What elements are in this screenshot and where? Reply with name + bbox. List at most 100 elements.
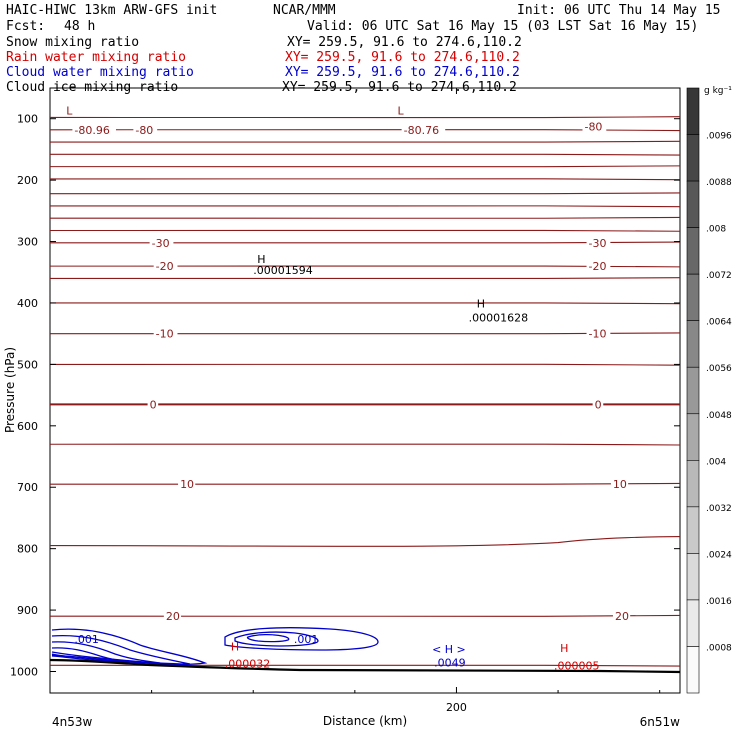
init-time: Init: 06 UTC Thu 14 May 15 (517, 3, 721, 18)
extremum-marker: H (257, 253, 265, 266)
colorbar-label: .0048 (706, 411, 732, 421)
colorbar-swatch (686, 599, 700, 647)
contour-label: .0049 (434, 656, 466, 669)
distance-ticks: 20 0 (49, 88, 661, 714)
cloud-water-contours (51, 627, 379, 666)
isotherm-line (49, 192, 681, 195)
isotherm-line (49, 229, 681, 232)
legend-cloud-water-xy: XY= 259.5, 91.6 to 274.6,110.2 (285, 65, 520, 80)
y-tick-label: 500 (17, 358, 38, 371)
contour-label: .00001594 (253, 264, 313, 277)
isotherm-line (49, 443, 681, 446)
isotherm-line (49, 116, 681, 119)
cloud-water-contour (224, 627, 379, 651)
isotherm-line (49, 536, 681, 547)
colorbar-label: .004 (706, 457, 726, 467)
forecast-label: Fcst: (6, 19, 46, 34)
contour-label: -10 (156, 328, 174, 341)
colorbar-swatch (686, 273, 700, 321)
y-tick-label: 800 (17, 543, 38, 556)
right-endpoint: 6n51w (640, 715, 681, 729)
isotherm-line (49, 403, 681, 406)
colorbar-swatch (686, 87, 700, 135)
colorbar-swatch (686, 646, 700, 694)
colorbar-label: .0072 (706, 271, 732, 281)
colorbar-swatch (686, 227, 700, 275)
y-tick-label: 400 (17, 297, 38, 310)
cloud-water-contour (51, 634, 191, 665)
isotherm-line (49, 205, 681, 208)
label-background (586, 260, 611, 273)
colorbar-label: .0016 (706, 597, 732, 607)
colorbar-swatch (686, 413, 700, 461)
legend-cloud-water-name: Cloud water mixing ratio (6, 65, 194, 80)
contour-label: 10 (180, 478, 194, 491)
extremum-marker: L (398, 105, 405, 118)
isotherm-line (49, 165, 681, 168)
colorbar-label: .0064 (706, 318, 732, 328)
isotherm-line (49, 216, 681, 219)
label-background (401, 123, 446, 136)
terrain-line (49, 658, 681, 674)
contour-label: 0 (595, 398, 602, 411)
isotherm-line (49, 178, 681, 181)
contour-label: .001 (294, 633, 319, 646)
valid-time: Valid: 06 UTC Sat 16 May 15 (03 LST Sat … (307, 19, 699, 34)
contour-label: .001 (74, 633, 99, 646)
label-background (586, 327, 611, 340)
label-background (133, 123, 158, 136)
label-background (178, 478, 196, 491)
colorbar-label: .0032 (706, 504, 732, 514)
label-background (163, 610, 182, 623)
colorbar-swatch (686, 506, 700, 554)
contour-label: 0 (150, 398, 157, 411)
y-tick-label: 900 (17, 604, 38, 617)
colorbar-label: .008 (706, 225, 726, 235)
contour-label: -80.76 (404, 124, 439, 137)
label-background (72, 123, 116, 136)
isotherm-line (49, 277, 681, 280)
colorbar-label: .0096 (706, 132, 732, 142)
y-tick-label: 200 (17, 174, 38, 187)
y-tick-label: 100 (17, 113, 38, 126)
contour-label: -20 (589, 260, 607, 273)
colorbar-swatch (686, 134, 700, 182)
label-background (592, 398, 604, 411)
colorbar-label: .0008 (706, 643, 732, 653)
colorbar-swatch (686, 366, 700, 415)
colorbar-swatch (686, 320, 700, 368)
extremum-marker: H (231, 640, 239, 653)
label-background (612, 610, 631, 623)
left-endpoint: 4n53w (52, 715, 93, 729)
isotherm-lines (49, 116, 681, 667)
model-title: HAIC-HIWC 13km ARW-GFS init (6, 3, 218, 18)
org-label: NCAR/MMM (273, 3, 336, 18)
plot-frame (49, 87, 681, 694)
contour-label: -20 (156, 260, 174, 273)
isotherm-line (49, 363, 681, 366)
cloud-water-contour (51, 647, 131, 663)
contour-label: -30 (589, 237, 607, 250)
contour-label: 20 (166, 610, 180, 623)
y-tick-label: 700 (17, 481, 38, 494)
isotherm-line (49, 664, 681, 667)
label-background (147, 398, 159, 411)
isotherm-line (49, 614, 681, 617)
contour-label: -80.96 (74, 124, 109, 137)
colorbar-swatch (686, 460, 700, 508)
label-background (153, 327, 178, 340)
legend-rain-xy: XY= 259.5, 91.6 to 274.6,110.2 (285, 50, 520, 65)
contour-label: -80 (135, 124, 153, 137)
isotherm-line (49, 140, 681, 143)
label-background (586, 236, 611, 249)
colorbar: .0096 .0088 .008 .0072 .0064 .0056 .0048 .004 .0… (686, 87, 732, 694)
colorbar-swatch (686, 553, 700, 601)
contour-label: -10 (589, 328, 607, 341)
cloud-water-contour (234, 631, 319, 647)
colorbar-label: .0056 (706, 364, 732, 374)
isotherm-line (49, 241, 681, 244)
isotherm-line (49, 482, 681, 485)
x-tick-label: 200 (446, 701, 467, 714)
